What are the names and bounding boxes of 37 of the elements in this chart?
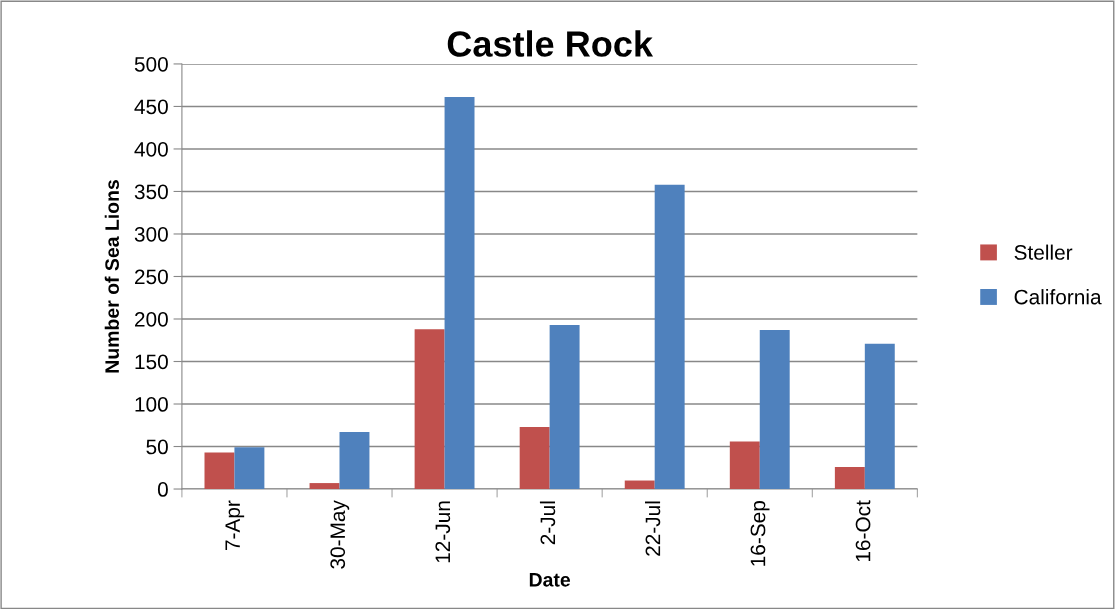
legend-label: Steller	[1014, 244, 1073, 260]
bar	[864, 343, 895, 490]
legend-label: California	[1014, 289, 1102, 305]
x-tick-label: 16-Oct	[855, 500, 871, 562]
y-tick-label: 150	[135, 354, 168, 370]
bar	[654, 184, 685, 490]
bar	[309, 483, 340, 490]
x-tick-label: 16-Sep	[750, 501, 770, 566]
y-tick-label: 350	[134, 184, 168, 200]
x-tick-label: 2-Jul	[539, 501, 556, 545]
bar	[444, 97, 475, 490]
bar	[834, 466, 865, 490]
bar	[204, 452, 235, 490]
y-tick-label: 100	[135, 397, 168, 412]
y-tick-label: 300	[134, 226, 168, 242]
bar	[759, 330, 790, 490]
x-axis-title: Date	[529, 573, 571, 587]
x-tick-label: 22-Jul	[644, 501, 661, 556]
y-tick-label: 400	[134, 141, 168, 157]
y-tick-label: 50	[146, 439, 168, 455]
x-tick-label: 7-Apr	[225, 500, 245, 551]
bar	[519, 426, 550, 490]
bar	[339, 432, 370, 490]
x-tick-label: 12-Jun	[435, 501, 451, 563]
y-tick-label: 500	[134, 56, 168, 72]
y-tick-label: 0	[157, 482, 168, 497]
bar	[729, 441, 760, 490]
chart-title: Castle Rock	[447, 30, 654, 57]
x-tick-label: 30-May	[330, 500, 350, 569]
y-tick-label: 200	[135, 312, 168, 327]
y-axis-title: Number of Sea Lions	[104, 180, 119, 373]
y-tick-label: 250	[135, 269, 168, 285]
bar	[414, 329, 445, 490]
bar	[234, 447, 265, 490]
bar	[624, 480, 655, 490]
y-tick-label: 450	[134, 99, 168, 115]
bar	[549, 324, 580, 490]
